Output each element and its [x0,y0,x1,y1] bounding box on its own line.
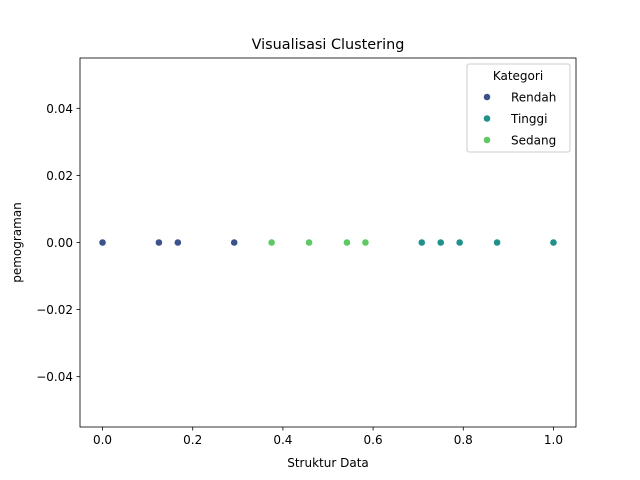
data-point-tinggi [549,238,558,247]
x-tick-label: 0.0 [93,433,112,447]
legend: Kategori Rendah Tinggi Sedang [466,63,571,153]
legend-title: Kategori [493,69,543,83]
legend-label-rendah: Rendah [511,91,556,105]
data-point-rendah [230,238,239,247]
x-tick-label: 1.0 [544,433,563,447]
data-point-tinggi [493,238,501,247]
legend-box [466,63,571,153]
data-point-sedang [305,238,313,247]
x-tick-label: 0.8 [454,433,473,447]
data-point-tinggi [436,238,445,247]
chart-title: Visualisasi Clustering [252,37,405,53]
data-point-rendah [173,238,182,247]
y-tick-label: −0.04 [36,370,73,384]
data-point-rendah [98,238,107,247]
legend-marker-tinggi [483,114,491,123]
data-point-tinggi [417,238,426,247]
x-tick-label: 0.4 [273,433,292,447]
y-tick-label: 0.00 [46,236,73,250]
data-point-sedang [361,238,370,247]
y-axis-label: pemograman [10,202,24,283]
data-point-rendah [155,238,163,247]
x-axis: 0.0 0.2 0.4 0.6 0.8 1.0 [93,427,563,447]
legend-label-sedang: Sedang [511,134,556,148]
x-axis-label: Struktur Data [287,456,369,470]
y-tick-label: 0.04 [46,102,73,116]
y-tick-label: 0.02 [46,169,73,183]
legend-marker-rendah [483,93,491,101]
x-tick-label: 0.6 [364,433,383,447]
data-point-sedang [267,238,276,247]
data-point-sedang [343,238,351,247]
y-tick-label: −0.02 [36,303,73,317]
legend-marker-sedang [483,136,491,144]
x-tick-label: 0.2 [183,433,202,447]
data-points [98,238,558,247]
legend-label-tinggi: Tinggi [510,112,547,126]
y-axis: 0.04 0.02 0.00 −0.02 −0.04 [36,102,80,384]
data-point-tinggi [455,238,464,247]
